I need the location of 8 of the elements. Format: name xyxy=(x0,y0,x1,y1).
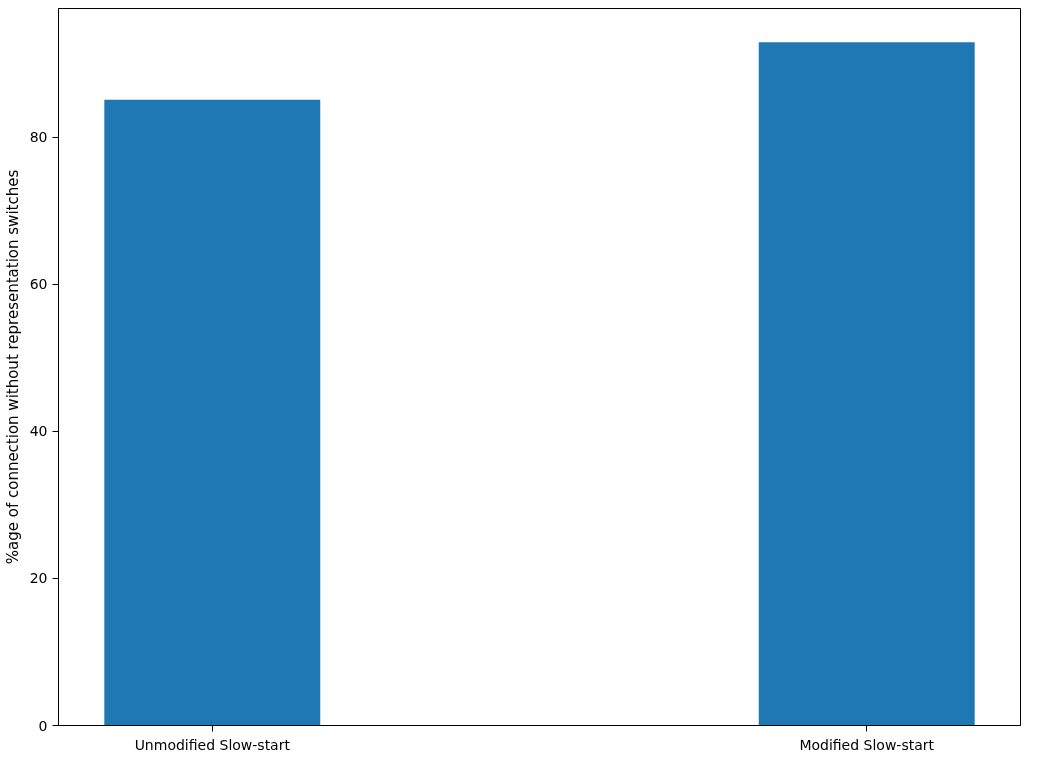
y-tick-label: 60 xyxy=(29,276,48,293)
y-tick-label: 40 xyxy=(29,423,48,440)
y-tick-label: 20 xyxy=(29,570,48,587)
x-tick-label: Unmodified Slow-start xyxy=(134,736,291,753)
x-tick-label: Modified Slow-start xyxy=(799,736,935,753)
y-tick-label: 0 xyxy=(38,717,48,734)
y-axis-title: %age of connection without representation switches xyxy=(3,169,22,565)
y-tick-label: 80 xyxy=(29,129,48,146)
